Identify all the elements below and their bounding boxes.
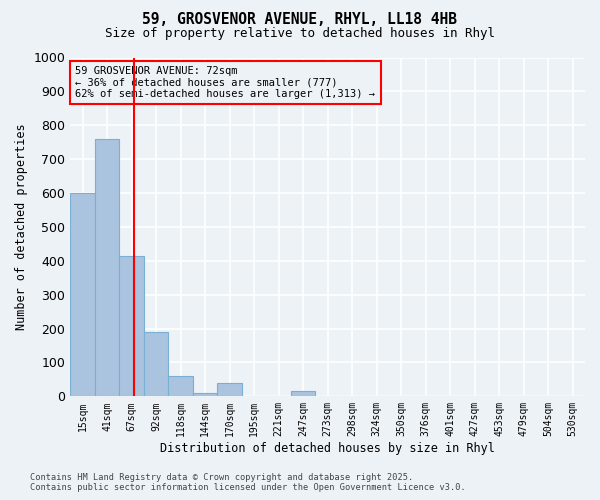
- Text: 59 GROSVENOR AVENUE: 72sqm
← 36% of detached houses are smaller (777)
62% of sem: 59 GROSVENOR AVENUE: 72sqm ← 36% of deta…: [76, 66, 376, 99]
- Text: Size of property relative to detached houses in Rhyl: Size of property relative to detached ho…: [105, 28, 495, 40]
- Text: 59, GROSVENOR AVENUE, RHYL, LL18 4HB: 59, GROSVENOR AVENUE, RHYL, LL18 4HB: [143, 12, 458, 28]
- Bar: [70, 193, 95, 396]
- Text: Contains HM Land Registry data © Crown copyright and database right 2025.
Contai: Contains HM Land Registry data © Crown c…: [30, 473, 466, 492]
- Y-axis label: Number of detached properties: Number of detached properties: [15, 124, 28, 330]
- Bar: [119, 256, 144, 396]
- Bar: [193, 393, 217, 396]
- Bar: [291, 392, 316, 396]
- X-axis label: Distribution of detached houses by size in Rhyl: Distribution of detached houses by size …: [160, 442, 495, 455]
- Bar: [144, 332, 169, 396]
- Bar: [169, 376, 193, 396]
- Bar: [217, 383, 242, 396]
- Bar: [95, 139, 119, 396]
